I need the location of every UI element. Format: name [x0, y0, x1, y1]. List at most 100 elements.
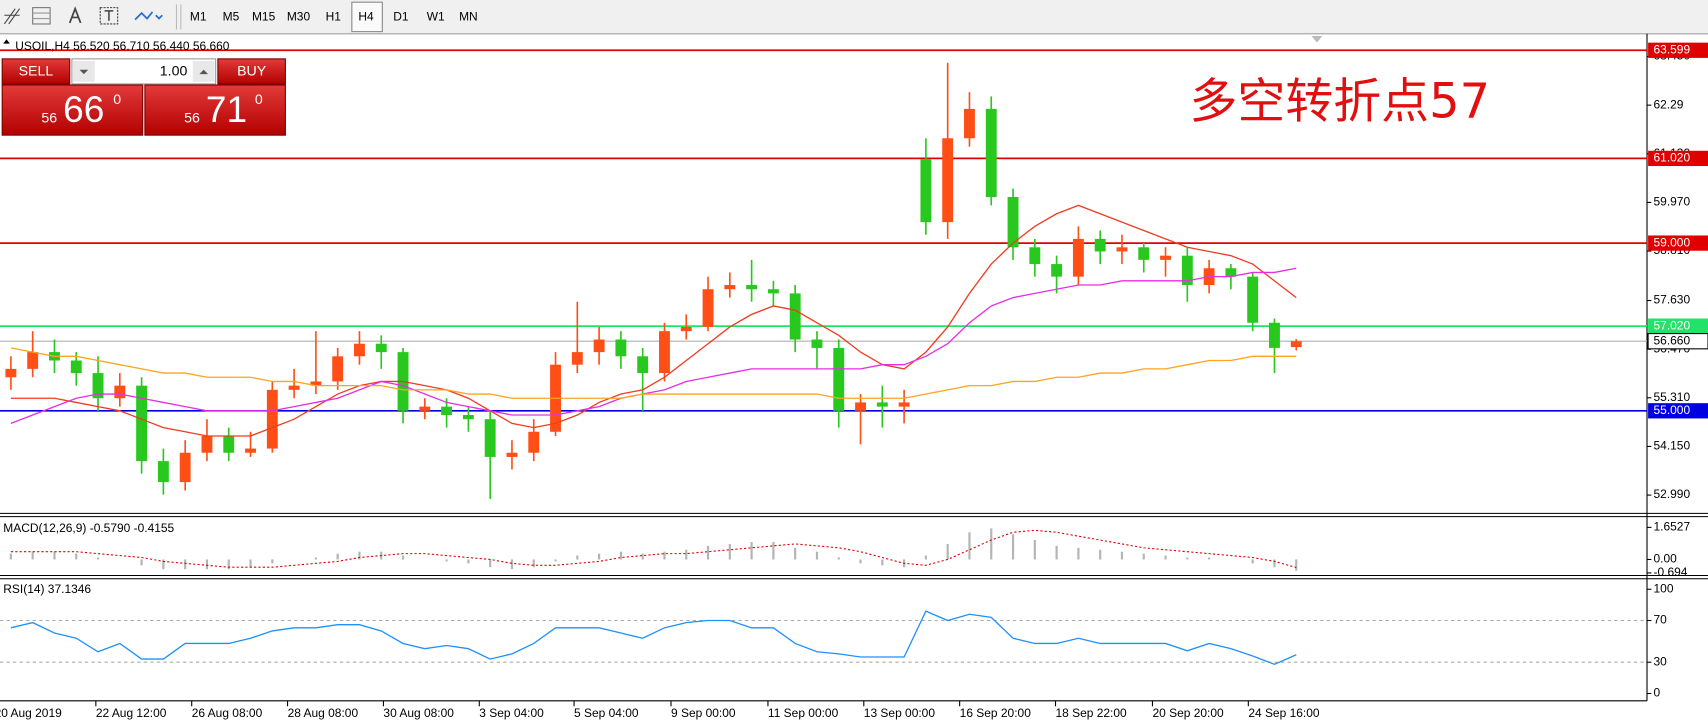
candle-body [680, 326, 692, 332]
y-tick-label: 59.970 [1654, 195, 1691, 209]
y-tick-label: 52.990 [1654, 487, 1691, 501]
candle-body [1029, 247, 1041, 265]
macd-title: MACD(12,26,9) -0.5790 -0.4155 [3, 521, 174, 535]
candle-body [245, 448, 256, 453]
x-tick-label: 20 Aug 2019 [0, 706, 62, 720]
x-tick-label: 20 Sep 20:00 [1152, 706, 1224, 720]
collapse-arrow[interactable] [3, 39, 10, 44]
y-tick-label: 55.310 [1654, 390, 1691, 404]
buy-button[interactable] [217, 58, 286, 85]
timeframe-button[interactable]: MN [459, 10, 478, 24]
timeframe-button[interactable]: H4 [358, 10, 374, 24]
ask-big-figure: 56 [184, 111, 200, 127]
lots-down-arrow [79, 69, 89, 75]
timeframe-button[interactable]: M5 [223, 10, 240, 24]
bid-box[interactable] [1, 84, 144, 136]
grid-icon[interactable] [32, 7, 51, 25]
level-label: 63.599 [1654, 42, 1691, 56]
timeframe-active[interactable] [351, 1, 383, 33]
shapes-icon[interactable] [134, 11, 163, 21]
ask-box[interactable] [144, 84, 286, 136]
bid-big-figure: 56 [41, 111, 57, 127]
candle-body [462, 415, 474, 420]
candle-body [201, 435, 213, 453]
candle-body [898, 402, 910, 407]
candle-body [571, 352, 583, 365]
candle-body [1160, 255, 1171, 260]
x-tick-label: 3 Sep 04:00 [479, 706, 544, 720]
candle-body [310, 381, 322, 386]
candle-body [484, 419, 496, 457]
candle-body [92, 373, 104, 399]
level-tag [1648, 403, 1708, 419]
toolbar [0, 0, 1708, 34]
grid-icon-lines [32, 12, 51, 20]
candle-body [5, 368, 17, 378]
sell-button[interactable] [1, 58, 71, 85]
timeframe-button[interactable]: M15 [252, 10, 276, 24]
candle-body [855, 402, 866, 411]
candle-body [1007, 196, 1019, 248]
candle-body [920, 159, 932, 223]
timeframe-bar: M1 M5 M15 M30 H1 H4 D1 W1 MN [190, 1, 478, 33]
x-tick-label: 9 Sep 00:00 [671, 706, 736, 720]
timeframe-button[interactable]: M1 [190, 10, 207, 24]
x-tick-label: 26 Aug 08:00 [192, 706, 263, 720]
candle-body [1290, 341, 1302, 348]
candle-body [767, 289, 779, 294]
candle-body [1051, 264, 1063, 277]
candle-body [332, 356, 344, 382]
candle-body [1181, 255, 1193, 286]
symbol-header: USOIL,H4 56.520 56.710 56.440 56.660 [15, 39, 230, 53]
sell-label: SELL [19, 64, 54, 80]
label-icon-t [104, 10, 114, 21]
macd-tick-label: 0.00 [1654, 552, 1678, 566]
moving-average [10, 347, 1297, 399]
annotation: 多空转折点57 [1190, 75, 1491, 130]
timeframe-button[interactable]: M30 [287, 10, 311, 24]
rsi-title: RSI(14) 37.1346 [3, 582, 91, 596]
lots-input[interactable] [71, 58, 217, 85]
candle-body [1247, 276, 1259, 323]
candle-body [136, 385, 148, 462]
candle-body [179, 452, 191, 483]
candle-body [985, 108, 997, 197]
timeframe-button[interactable]: W1 [427, 10, 445, 24]
lots-value: 1.00 [160, 64, 188, 80]
level-tag [1648, 150, 1708, 167]
level-label: 55.000 [1654, 403, 1691, 417]
candle-body [637, 356, 649, 374]
candle-body [1225, 268, 1237, 277]
fib-icon[interactable] [3, 8, 21, 25]
candle-body [157, 461, 169, 483]
rsi-tick-label: 70 [1654, 613, 1668, 627]
level-label: 59.000 [1654, 235, 1691, 249]
candle-body [724, 285, 736, 290]
rsi-tick-label: 0 [1654, 686, 1661, 700]
y-tick-label: 54.150 [1654, 439, 1691, 453]
candle-body [27, 352, 39, 369]
candle-body [702, 289, 714, 327]
timeframe-button[interactable]: D1 [393, 10, 409, 24]
x-tick-label: 5 Sep 04:00 [574, 706, 639, 720]
candle-body [615, 339, 627, 357]
candle-body [659, 331, 670, 374]
x-tick-label: 16 Sep 20:00 [960, 706, 1032, 720]
level-tag [1648, 235, 1708, 251]
level-tag [1648, 318, 1708, 334]
level-tag [1648, 42, 1708, 58]
candle-body [1094, 238, 1106, 252]
macd-tick-label: 1.6527 [1654, 520, 1691, 534]
x-tick-label: 22 Aug 12:00 [96, 706, 167, 720]
candle-body [528, 431, 540, 453]
timeframe-button[interactable]: H1 [326, 10, 342, 24]
candle-body [593, 339, 605, 353]
label-icon[interactable] [99, 7, 119, 25]
macd-signal [10, 529, 1297, 569]
candle-body [114, 385, 126, 399]
candle-body [876, 402, 888, 407]
buy-label: BUY [237, 64, 267, 80]
x-tick-label: 30 Aug 08:00 [383, 706, 454, 720]
text-icon[interactable] [68, 6, 82, 24]
moving-average [10, 204, 1297, 437]
